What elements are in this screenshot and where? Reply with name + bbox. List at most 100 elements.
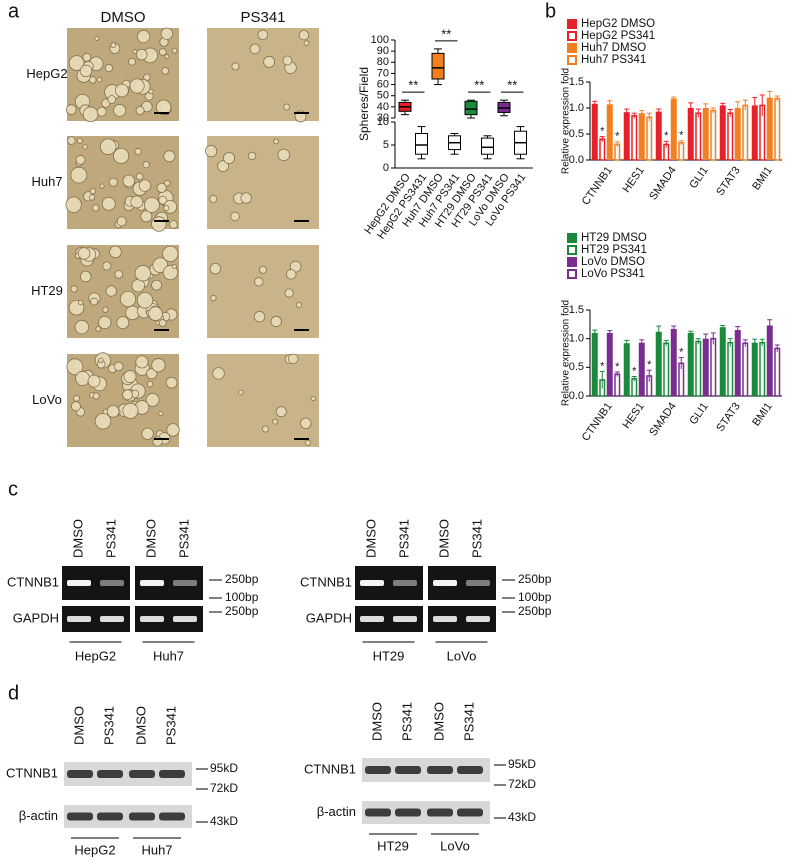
- bar: [638, 113, 645, 160]
- bar: [702, 338, 709, 396]
- micrograph-bg: [207, 245, 319, 338]
- sphere-blob: [88, 76, 97, 84]
- lane-label: PS341: [163, 706, 178, 745]
- sphere-blob: [98, 315, 112, 330]
- sphere-blob: [101, 196, 116, 211]
- blot: [64, 805, 192, 828]
- sphere-blob: [257, 29, 269, 41]
- significance-label: *: [600, 126, 605, 138]
- bar: [646, 116, 653, 161]
- significance-label: **: [474, 78, 484, 93]
- box: [464, 100, 478, 116]
- sphere-blob: [161, 67, 170, 75]
- gel-band: [140, 616, 164, 622]
- sphere-blob: [102, 261, 112, 271]
- sphere-blob: [110, 42, 117, 48]
- sphere-blob: [259, 265, 267, 274]
- sphere-blob: [162, 264, 179, 281]
- marker-label: 100bp: [518, 590, 552, 604]
- sphere-blob: [82, 52, 92, 62]
- gel-band: [360, 580, 384, 586]
- lane-label: PS341: [469, 519, 484, 558]
- marker-label: 72kD: [508, 777, 536, 791]
- sphere-blob: [78, 299, 84, 306]
- marker-label: 43kD: [210, 814, 238, 828]
- lane-label: PS341: [101, 706, 116, 745]
- bar: [727, 112, 734, 161]
- legend-swatch: [567, 245, 577, 255]
- marker-label: 250bp: [225, 604, 259, 618]
- sphere-blob: [230, 211, 240, 222]
- row-label: CTNNB1: [304, 761, 356, 776]
- micrograph: [207, 28, 319, 123]
- bar: [663, 342, 670, 397]
- sphere-blob: [65, 196, 82, 213]
- sphere-blob: [95, 326, 102, 332]
- bar: [591, 103, 598, 160]
- box: [415, 133, 428, 155]
- gel-band: [100, 616, 124, 622]
- bar: [719, 327, 726, 396]
- bar: [591, 332, 598, 396]
- sphere-blob: [135, 106, 145, 116]
- row-label: LoVo: [32, 392, 62, 407]
- gel-band: [393, 580, 417, 586]
- significance-label: *: [632, 365, 637, 377]
- y-tick-label: 0: [383, 162, 389, 174]
- legend-swatch: [567, 269, 577, 279]
- sphere-blob: [113, 103, 127, 117]
- bar: [742, 342, 749, 397]
- significance-label: *: [647, 359, 652, 371]
- y-tick-label: 0.5: [569, 128, 584, 140]
- x-tick-label: SMAD4: [647, 401, 679, 439]
- legend-label: HT29 PS341: [581, 244, 647, 256]
- significance-label: *: [679, 346, 684, 358]
- sphere-blob: [114, 270, 124, 279]
- sphere-blob: [82, 144, 88, 150]
- legend-label: HT29 DMSO: [581, 232, 647, 244]
- sphere-blob: [90, 297, 99, 306]
- legend-label: Huh7 DMSO: [581, 42, 646, 54]
- sphere-blob: [113, 361, 124, 372]
- sphere-blob: [99, 183, 105, 189]
- group-label: LoVo: [447, 648, 477, 663]
- sphere-blob: [73, 395, 80, 402]
- bar: [710, 109, 717, 161]
- sphere-blob: [163, 150, 176, 163]
- sphere-blob: [119, 290, 137, 308]
- bar: [614, 373, 621, 397]
- sphere-blob: [141, 427, 154, 440]
- sphere-blob: [130, 195, 144, 209]
- blot-band: [395, 808, 421, 817]
- row-label: CTNNB1: [7, 574, 59, 589]
- sphere-blob: [165, 376, 178, 389]
- gel-band: [100, 580, 124, 586]
- sphere-blob: [148, 306, 163, 321]
- bar: [710, 337, 717, 397]
- box: [431, 52, 445, 80]
- sphere-blob: [77, 247, 91, 260]
- marker-label: 95kD: [508, 757, 536, 771]
- x-tick-label: BMI1: [750, 401, 775, 429]
- sphere-blob: [122, 389, 133, 401]
- sphere-blob: [67, 136, 76, 145]
- sphere-blob: [75, 155, 86, 165]
- sphere-blob: [109, 245, 122, 259]
- lane-label: PS341: [396, 519, 411, 558]
- sphere-blob: [205, 145, 218, 158]
- bar: [623, 112, 630, 160]
- sphere-blob: [75, 370, 91, 386]
- lane-label: DMSO: [363, 519, 378, 558]
- micrograph: [66, 352, 180, 447]
- sphere-blob: [151, 358, 166, 373]
- blot-band: [97, 770, 123, 778]
- sphere-blob: [129, 78, 145, 94]
- sphere-blob: [158, 195, 168, 205]
- sphere-blob: [146, 380, 154, 388]
- bar: [631, 378, 638, 397]
- row-label: HepG2: [26, 66, 67, 81]
- sphere-blob: [261, 425, 269, 433]
- row-label: GAPDH: [13, 610, 59, 625]
- blot-band: [457, 808, 483, 817]
